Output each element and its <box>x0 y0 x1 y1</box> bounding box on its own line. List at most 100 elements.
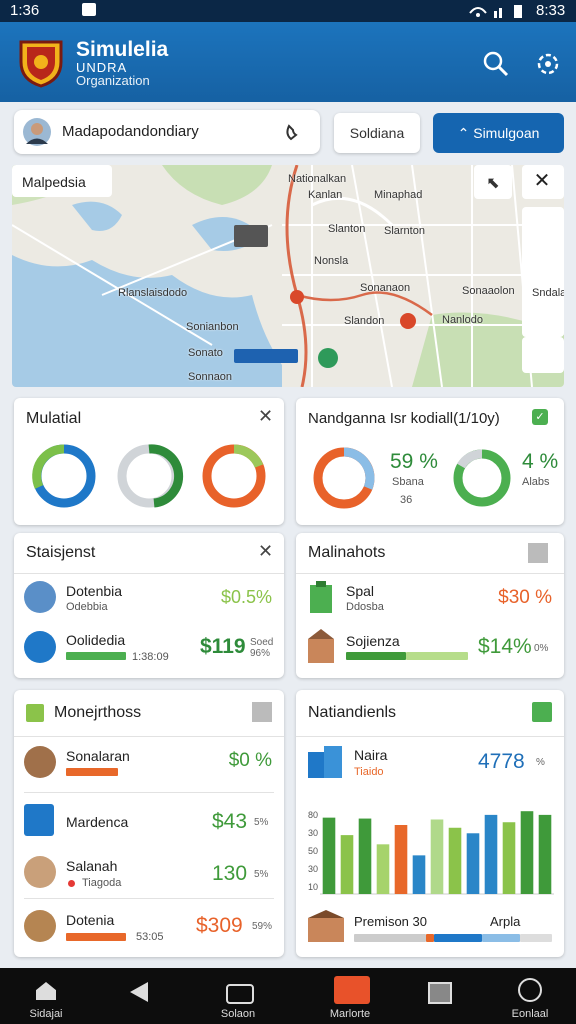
row-note: 5% <box>254 869 269 880</box>
bar <box>430 819 444 894</box>
footer-left: Premison 30 <box>354 914 427 929</box>
app-tagline: Organization <box>76 73 150 88</box>
building-icon <box>308 629 334 663</box>
separator <box>14 573 284 574</box>
row-name: Sojienza <box>346 633 400 649</box>
nav-icon[interactable] <box>518 978 542 1002</box>
row-value: $14% <box>478 635 532 658</box>
status-dot <box>68 880 75 887</box>
bar <box>448 827 462 894</box>
progress <box>406 652 468 660</box>
card: Mulatial ✕ <box>14 398 284 525</box>
row-name: Sonalaran <box>66 748 130 764</box>
grid-icon[interactable] <box>532 702 552 722</box>
nav-label[interactable]: Solaon <box>220 1008 256 1020</box>
metric-value: 59 % <box>390 450 438 473</box>
svg-text:✕: ✕ <box>534 170 551 192</box>
nav-label[interactable]: Eonlaal <box>511 1008 549 1020</box>
map-search-chip[interactable]: Malpedsia <box>22 174 86 190</box>
map-label: Sonnaon <box>188 371 233 383</box>
row-name: Dotenbia <box>66 583 123 599</box>
row-value: $309 <box>196 914 243 937</box>
map-label: Slandon <box>344 315 385 327</box>
row-name: Salanah <box>66 858 118 874</box>
nav-label[interactable]: Sidajai <box>29 1008 63 1020</box>
primary-button[interactable]: ⌃ Simulgoan <box>433 113 564 153</box>
app-subtitle: UNDRA <box>76 60 128 75</box>
close-button[interactable]: ✕ <box>258 541 274 561</box>
donut-group <box>32 444 266 508</box>
avatar <box>24 856 56 888</box>
map-label: Kanlan <box>308 189 343 201</box>
card-title: Malinahots <box>308 544 386 561</box>
row-name: Spal <box>346 583 375 599</box>
nav-label[interactable]: Marlorte <box>329 1008 371 1020</box>
mic-icon[interactable] <box>282 122 304 144</box>
row-sub: 1:38:09 <box>132 651 169 663</box>
settings-icon[interactable] <box>534 50 562 78</box>
search-text: Madapodandondiary <box>62 123 199 140</box>
row-note: 59% <box>252 921 273 932</box>
back-button[interactable] <box>130 982 148 1002</box>
map-label: Nationalkan <box>288 173 347 185</box>
logo <box>19 40 63 88</box>
time: 1:36 <box>10 2 40 19</box>
bar <box>394 825 408 894</box>
bar <box>322 817 336 894</box>
row-sub: Tiagoda <box>82 877 122 889</box>
y-tick-label: 50 <box>308 846 318 856</box>
nav-icon-active[interactable] <box>334 976 370 1004</box>
map[interactable]: ✕ ⬉ Malpedsia Nationalkan Kanlan Minaphad S… <box>12 165 564 387</box>
secondary-button[interactable]: Soldiana <box>334 113 420 153</box>
row-sub: Ddosba <box>346 601 384 613</box>
map-label: Nonsla <box>314 255 349 267</box>
map-label: Sndalan <box>532 287 564 299</box>
row-name: Dotenia <box>66 912 115 928</box>
y-tick-label: 30 <box>308 864 318 874</box>
separator <box>14 736 284 737</box>
card: Natiandienls Naira Tiaido 4778 % 80 30 50 3… <box>296 690 564 957</box>
row-value: $30 % <box>498 587 552 608</box>
progress <box>482 934 520 942</box>
app-title: Simulelia <box>76 38 169 61</box>
row-name: Naira <box>354 747 388 763</box>
expand-icon[interactable] <box>528 543 548 563</box>
bar <box>538 814 552 894</box>
avatar <box>24 804 54 836</box>
map-label: Rlanslaisdodo <box>118 287 188 299</box>
row-value: $0 % <box>228 750 272 771</box>
avatar <box>24 631 56 663</box>
progress <box>434 934 482 942</box>
row-sub: Tiaido <box>354 766 384 778</box>
row-note: 5% <box>254 817 269 828</box>
bar <box>412 855 426 894</box>
nav-icon[interactable] <box>226 984 254 1004</box>
card: Malinahots Spal Ddosba $30 % Sojienza $1… <box>296 533 564 678</box>
close-button[interactable]: ✕ <box>258 406 274 426</box>
separator <box>296 736 564 737</box>
avatar <box>24 581 56 613</box>
bottom-nav: Sidajai Solaon Marlorte Eonlaal <box>0 968 576 1024</box>
progress <box>346 652 406 660</box>
secondary-button-label: Soldiana <box>349 125 405 141</box>
y-tick-label: 80 <box>308 810 318 820</box>
bar <box>466 833 480 894</box>
home-icon[interactable] <box>36 982 56 1000</box>
map-label: Sonianbon <box>186 321 239 333</box>
search-icon[interactable] <box>482 50 510 78</box>
row-note: 0% <box>534 643 549 654</box>
separator <box>296 573 564 574</box>
card: Staisjenst ✕ Dotenbia Odebbia $0.5% Ooli… <box>14 533 284 678</box>
row-sub: Odebbia <box>66 601 108 613</box>
nav-icon[interactable] <box>428 982 452 1004</box>
row-name: Mardenca <box>66 814 129 830</box>
card-title: Staisjenst <box>26 544 96 561</box>
svg-text:⬉: ⬉ <box>486 175 499 192</box>
row-value: 130 <box>212 862 248 885</box>
row-value: $119 <box>200 635 246 658</box>
search-box[interactable]: Madapodandondiary <box>14 110 320 154</box>
notification-icon <box>82 3 96 16</box>
expand-icon[interactable] <box>252 702 272 722</box>
card-title: Mulatial <box>26 410 82 427</box>
status-bar: 1:36 8:33 <box>0 0 576 22</box>
